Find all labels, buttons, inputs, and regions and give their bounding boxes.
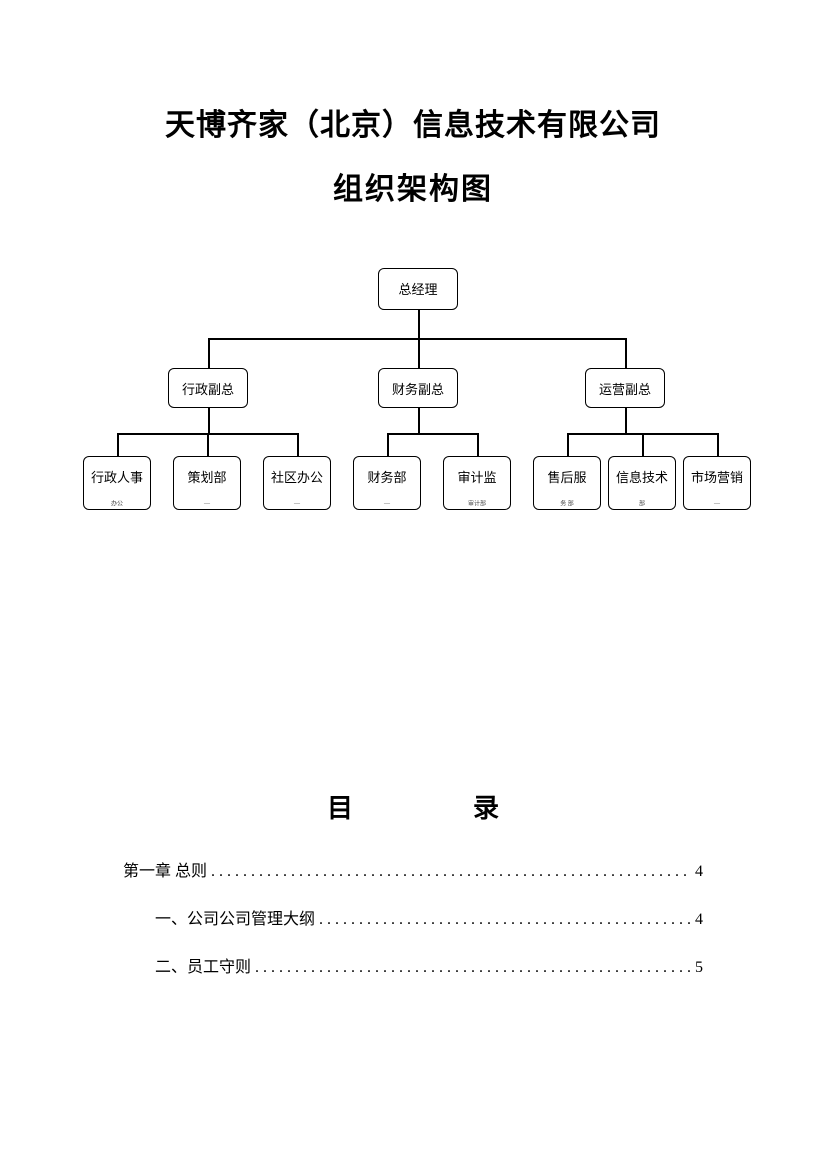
org-node-l3-1: 策划部 — — [173, 456, 241, 510]
page-title-line2: 组织架构图 — [80, 164, 746, 208]
toc-heading-right: 录 — [473, 794, 499, 823]
toc-section: 目录 第一章 总则4一、公司公司管理大纲4二、员工守则5 — [123, 788, 703, 977]
connector-line — [208, 408, 210, 433]
connector-line — [477, 433, 479, 456]
toc-entry: 第一章 总则 4 — [123, 857, 703, 881]
toc-entry-page: 5 — [695, 959, 703, 977]
connector-line — [208, 338, 625, 340]
toc-heading: 目录 — [123, 788, 703, 825]
toc-entry-label: 二、员工守则 — [155, 953, 251, 977]
org-node-l3-4-label: 审计监 — [457, 467, 496, 486]
toc-list: 第一章 总则 4 一、公司公司管理大纲 4 二、员工守则 5 — [123, 857, 703, 977]
connector-line — [418, 408, 420, 433]
org-node-l3-6-sublabel: 部 — [639, 499, 645, 507]
toc-entry: 二、员工守则 5 — [123, 953, 703, 977]
org-node-root-label: 总经理 — [398, 279, 437, 298]
toc-entry-dots — [211, 863, 691, 881]
org-node-l3-2: 社区办公 — — [263, 456, 331, 510]
connector-line — [418, 310, 420, 338]
org-node-l3-1-sublabel: — — [204, 499, 210, 506]
toc-entry-dots — [255, 959, 691, 977]
connector-line — [717, 433, 719, 456]
org-node-l3-4-sublabel: 审计部 — [468, 499, 486, 507]
toc-heading-left: 目 — [327, 794, 353, 823]
org-node-l3-6-label: 信息技术 — [616, 467, 668, 486]
org-node-l3-5-sublabel: 务 部 — [560, 499, 574, 507]
org-node-l2-1-label: 财务副总 — [392, 379, 444, 398]
org-node-l3-1-label: 策划部 — [187, 467, 226, 486]
org-node-l3-5-label: 售后服 — [547, 467, 586, 486]
org-node-l3-0: 行政人事办公 — [83, 456, 151, 510]
connector-line — [208, 338, 210, 368]
org-node-l3-0-label: 行政人事 — [91, 467, 143, 486]
org-node-l2-1: 财务副总 — [378, 368, 458, 408]
connector-line — [418, 338, 420, 368]
org-chart: 总经理行政副总 财务副总 运营副总行政人事办公 策划部 — 社区办公 — 财务部 — 审计监审计部… — [83, 268, 743, 548]
org-node-l2-0: 行政副总 — [168, 368, 248, 408]
org-node-l3-2-sublabel: — — [294, 499, 300, 506]
org-node-l3-3: 财务部 — — [353, 456, 421, 510]
org-node-l3-2-label: 社区办公 — [271, 467, 323, 486]
connector-line — [642, 433, 644, 456]
org-node-l3-3-sublabel: — — [384, 499, 390, 506]
toc-entry-dots — [319, 911, 691, 929]
org-node-l3-0-sublabel: 办公 — [111, 499, 123, 507]
org-node-l3-7-label: 市场营销 — [691, 467, 743, 486]
org-node-l2-2-label: 运营副总 — [599, 379, 651, 398]
org-node-l3-5: 售后服务 部 — [533, 456, 601, 510]
org-node-l2-2: 运营副总 — [585, 368, 665, 408]
toc-entry-label: 第一章 总则 — [123, 857, 207, 881]
connector-line — [625, 408, 627, 433]
page-title-line1: 天博齐家（北京）信息技术有限公司 — [80, 100, 746, 144]
toc-entry-page: 4 — [695, 911, 703, 929]
connector-line — [625, 338, 627, 368]
org-node-l3-4: 审计监审计部 — [443, 456, 511, 510]
org-node-l2-0-label: 行政副总 — [182, 379, 234, 398]
toc-entry: 一、公司公司管理大纲 4 — [123, 905, 703, 929]
connector-line — [117, 433, 119, 456]
connector-line — [387, 433, 389, 456]
org-node-root: 总经理 — [378, 268, 458, 310]
connector-line — [297, 433, 299, 456]
org-node-l3-7: 市场营销 — — [683, 456, 751, 510]
connector-line — [567, 433, 569, 456]
connector-line — [387, 433, 477, 435]
connector-line — [207, 433, 209, 456]
org-node-l3-6: 信息技术部 — [608, 456, 676, 510]
toc-entry-label: 一、公司公司管理大纲 — [155, 905, 315, 929]
toc-entry-page: 4 — [695, 863, 703, 881]
org-node-l3-3-label: 财务部 — [367, 467, 406, 486]
org-node-l3-7-sublabel: — — [714, 499, 720, 506]
